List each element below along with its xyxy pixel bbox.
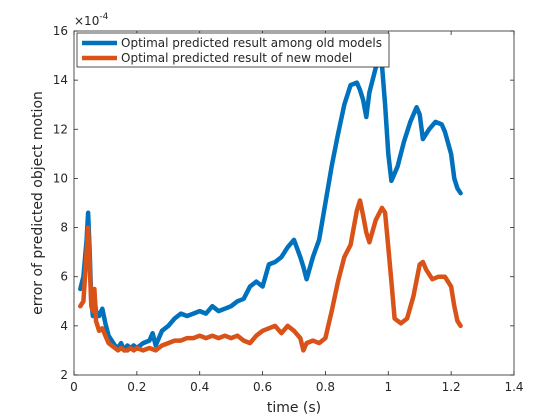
legend-box xyxy=(76,32,390,68)
y-tick-label: 8 xyxy=(60,221,68,235)
x-tick-label: 0.4 xyxy=(190,380,209,394)
y-tick-label: 16 xyxy=(53,24,68,38)
x-tick-label: 0.2 xyxy=(127,380,146,394)
series-line-2 xyxy=(78,198,463,353)
x-tick-label: 0 xyxy=(70,380,78,394)
legend-label-2: Optimal predicted result of new model xyxy=(121,51,352,65)
series-line-1 xyxy=(78,58,463,353)
x-tick-label: 1.4 xyxy=(504,380,523,394)
x-tick-label: 1.2 xyxy=(442,380,461,394)
x-tick-label: 0.8 xyxy=(316,380,335,394)
x-tick-label: 0.6 xyxy=(253,380,272,394)
x-axis-label: time (s) xyxy=(267,400,321,416)
y-tick-label: 14 xyxy=(53,73,68,87)
y-axis-label: error of predicted object motion xyxy=(30,91,46,315)
x-tick-label: 1 xyxy=(384,380,392,394)
y-tick-label: 2 xyxy=(60,368,68,382)
x-axis: 0 0.2 0.4 0.6 0.8 1 1.2 1.4 xyxy=(70,31,524,394)
legend-label-1: Optimal predicted result among old model… xyxy=(121,36,382,50)
plot-area xyxy=(78,58,463,353)
axes-frame xyxy=(73,30,515,376)
legend: Optimal predicted result among old model… xyxy=(76,32,390,68)
y-exponent-power: -4 xyxy=(99,12,108,22)
y-tick-label: 12 xyxy=(53,122,68,136)
y-tick-label: 4 xyxy=(60,319,68,333)
y-exponent-base: ×10 xyxy=(74,14,99,28)
y-axis: 2 4 6 8 10 12 14 16 xyxy=(53,24,514,382)
y-tick-label: 6 xyxy=(60,270,68,284)
y-axis-exponent: ×10-4 xyxy=(74,12,109,28)
axes-box xyxy=(73,30,515,376)
y-tick-label: 10 xyxy=(53,171,68,185)
